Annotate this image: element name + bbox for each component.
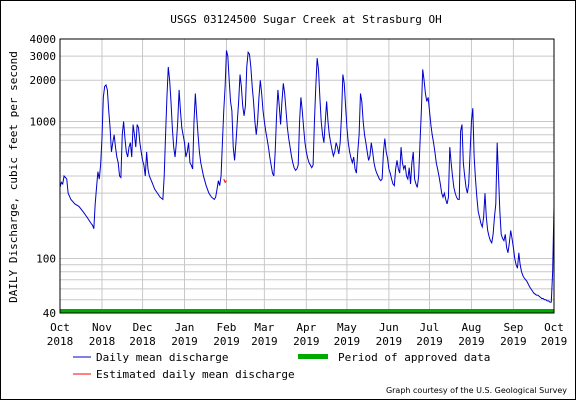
legend-label: Daily mean discharge: [96, 351, 228, 364]
x-tick-label: Mar 2019: [251, 321, 278, 348]
x-tick-label: Jul 2019: [416, 321, 443, 348]
x-tick-label: Aug 2019: [458, 321, 485, 348]
y-tick-labels: 40 100 1000 2000 3000 4000: [30, 33, 57, 320]
x-tick-label: Oct 2019: [541, 321, 568, 348]
x-tick-label: Oct 2018: [47, 321, 74, 348]
y-tick-label: 4000: [30, 33, 57, 46]
x-tick-label: Nov 2018: [89, 321, 116, 348]
legend: Daily mean discharge Period of approved d…: [73, 351, 490, 381]
x-tick-label: Dec 2018: [129, 321, 156, 348]
y-tick-label: 100: [36, 252, 56, 265]
plot-border: [59, 38, 555, 314]
legend-label: Period of approved data: [338, 351, 490, 364]
series-line-estimated: [223, 178, 227, 184]
x-tick-label: Jan 2019: [171, 321, 198, 348]
x-tick-label: Jun 2019: [376, 321, 403, 348]
series-layer: [59, 50, 555, 303]
approved-period-layer: [60, 309, 554, 313]
y-tick-label: 40: [43, 307, 56, 320]
x-tick-label: Sep 2019: [500, 321, 527, 348]
x-tick-label: May 2019: [334, 321, 361, 348]
grid: [59, 38, 555, 314]
y-tick-label: 3000: [30, 50, 57, 63]
credit-text: Graph courtesy of the U.S. Geological Su…: [386, 386, 567, 395]
series-line-daily-mean: [59, 50, 555, 303]
legend-swatch-approved: [298, 354, 328, 359]
y-axis-label: DAILY Discharge, cubic feet per second: [7, 51, 20, 303]
x-tick-labels: Oct 2018 Nov 2018 Dec 2018 Jan 2019 Feb 2019 Mar 20…: [47, 321, 568, 348]
x-tick-label: Feb 2019: [213, 321, 240, 348]
y-tick-label: 1000: [30, 115, 57, 128]
x-tick-label: Apr 2019: [293, 321, 320, 348]
approved-period-bar: [60, 309, 554, 313]
y-tick-label: 2000: [30, 74, 57, 87]
legend-label: Estimated daily mean discharge: [96, 368, 295, 381]
chart-title: USGS 03124500 Sugar Creek at Strasburg O…: [170, 13, 442, 26]
